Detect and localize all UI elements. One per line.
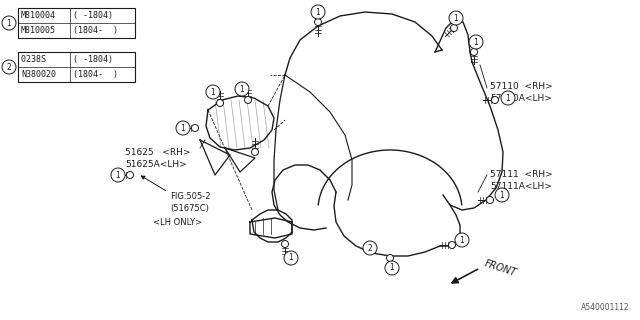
- Circle shape: [235, 82, 249, 96]
- Text: ( -1804): ( -1804): [73, 11, 113, 20]
- Text: 1: 1: [500, 190, 504, 199]
- Circle shape: [282, 241, 289, 247]
- Text: 1: 1: [506, 93, 510, 102]
- Text: (1804-  ): (1804- ): [73, 26, 118, 35]
- Text: 1: 1: [454, 13, 458, 22]
- Circle shape: [385, 261, 399, 275]
- Text: 1: 1: [116, 171, 120, 180]
- Circle shape: [363, 241, 377, 255]
- Text: M810005: M810005: [21, 26, 56, 35]
- Text: M810004: M810004: [21, 11, 56, 20]
- Circle shape: [244, 97, 252, 103]
- Text: FIG.505-2: FIG.505-2: [170, 192, 211, 201]
- Text: A540001112: A540001112: [581, 303, 630, 312]
- Circle shape: [191, 124, 198, 132]
- Text: 0238S: 0238S: [21, 55, 56, 64]
- Circle shape: [455, 233, 469, 247]
- Bar: [18, 52, 135, 82]
- Circle shape: [252, 148, 259, 156]
- Circle shape: [111, 168, 125, 182]
- Text: (51675C): (51675C): [170, 204, 209, 213]
- Circle shape: [2, 16, 16, 30]
- Circle shape: [449, 11, 463, 25]
- Text: 1: 1: [239, 84, 244, 93]
- Circle shape: [2, 60, 16, 74]
- Text: N380020: N380020: [21, 70, 56, 79]
- Text: 1: 1: [180, 124, 186, 132]
- Circle shape: [206, 85, 220, 99]
- Text: ( -1804): ( -1804): [73, 55, 113, 64]
- Text: 2: 2: [367, 244, 372, 252]
- Circle shape: [501, 91, 515, 105]
- Circle shape: [314, 19, 321, 26]
- Text: 57111A<LH>: 57111A<LH>: [490, 182, 552, 191]
- Text: 1: 1: [316, 7, 321, 17]
- Text: 1: 1: [460, 236, 465, 244]
- Text: 51625A<LH>: 51625A<LH>: [125, 160, 187, 169]
- Text: 57111  <RH>: 57111 <RH>: [490, 170, 553, 179]
- Circle shape: [470, 49, 477, 55]
- Circle shape: [216, 100, 223, 107]
- Circle shape: [311, 5, 325, 19]
- Bar: [18, 8, 135, 38]
- Text: 57110A<LH>: 57110A<LH>: [490, 94, 552, 103]
- Text: 51625   <RH>: 51625 <RH>: [125, 148, 191, 157]
- Circle shape: [449, 242, 456, 249]
- Text: 1: 1: [289, 253, 293, 262]
- Circle shape: [495, 188, 509, 202]
- Circle shape: [127, 172, 134, 179]
- Circle shape: [451, 25, 458, 31]
- Text: 1: 1: [6, 19, 12, 28]
- Text: 1: 1: [390, 263, 394, 273]
- Circle shape: [284, 251, 298, 265]
- Circle shape: [486, 196, 493, 204]
- Text: 2: 2: [6, 62, 12, 71]
- Circle shape: [469, 35, 483, 49]
- Circle shape: [492, 97, 499, 103]
- Text: 1: 1: [474, 37, 478, 46]
- Text: 1: 1: [211, 87, 216, 97]
- Circle shape: [176, 121, 190, 135]
- Text: (1804-  ): (1804- ): [73, 70, 118, 79]
- Text: 57110  <RH>: 57110 <RH>: [490, 82, 553, 91]
- Circle shape: [387, 254, 394, 261]
- Text: <LH ONLY>: <LH ONLY>: [153, 218, 202, 227]
- Text: FRONT: FRONT: [483, 258, 518, 278]
